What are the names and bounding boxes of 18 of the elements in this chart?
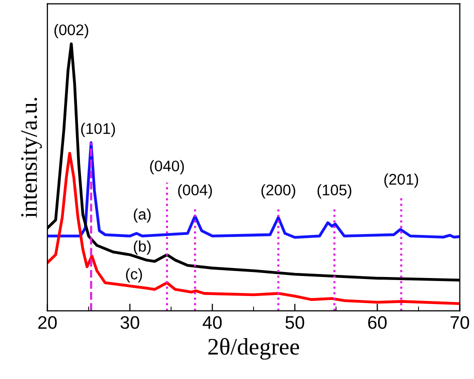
- x-tick-label: 60: [368, 316, 387, 329]
- series-label: (c): [126, 268, 142, 282]
- annotation: (200): [261, 184, 296, 198]
- y-axis-title: intensity/a.u.: [21, 98, 42, 218]
- x-tick-label: 30: [120, 316, 140, 329]
- x-axis-title: 2θ/degree: [208, 338, 300, 360]
- x-tick-label: 40: [202, 316, 222, 329]
- annotation: (201): [384, 174, 418, 188]
- series-label: (b): [134, 240, 151, 255]
- annotation: (101): [81, 122, 115, 138]
- annotation: (004): [178, 184, 212, 198]
- annotation: (105): [318, 184, 352, 198]
- annotation: (002): [54, 24, 88, 38]
- x-tick-label: 70: [450, 316, 470, 329]
- x-tick-label: 50: [286, 316, 304, 329]
- series-label: (a): [134, 208, 151, 223]
- annotation: (040): [150, 160, 184, 174]
- x-tick-label: 20: [38, 316, 57, 329]
